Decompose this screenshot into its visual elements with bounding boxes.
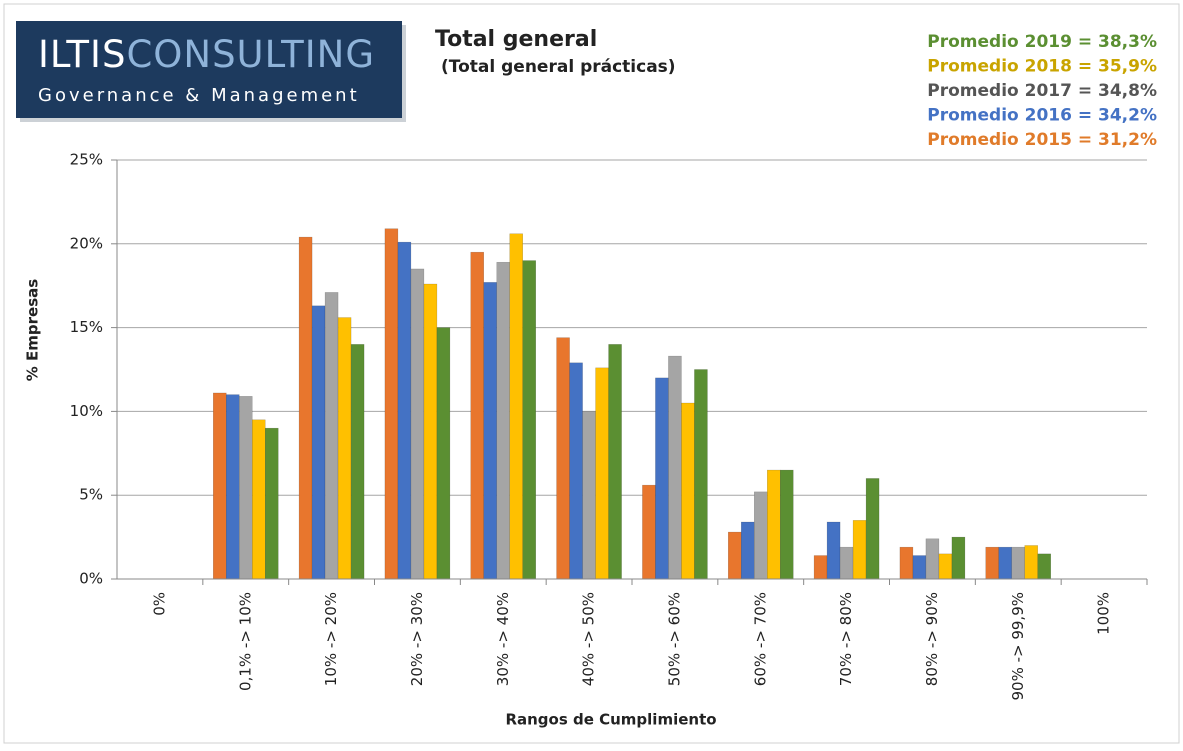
x-tick-label: 90% -> 99,9%: [1009, 592, 1027, 701]
legend-entry: Promedio 2015 = 31,2%: [927, 130, 1157, 150]
y-tick-label: 0%: [79, 570, 103, 588]
chart-title: Total general: [435, 27, 597, 52]
bar: [741, 521, 755, 580]
x-tick-label: 60% -> 70%: [751, 592, 769, 686]
bar: [767, 469, 781, 580]
bar: [337, 317, 352, 580]
bar: [839, 546, 854, 580]
y-tick-label: 20%: [70, 234, 103, 252]
x-axis-label: Rangos de Cumplimiento: [505, 711, 716, 729]
bar: [350, 344, 365, 580]
x-tick-label: 20% -> 30%: [408, 592, 426, 686]
bar: [998, 546, 1012, 580]
bar: [213, 392, 227, 580]
frame: [3, 3, 1180, 744]
logo-tagline: Governance & Management: [38, 85, 360, 106]
bar: [925, 538, 940, 580]
y-tick-label: 10%: [70, 402, 103, 420]
legend-entry: Promedio 2017 = 34,8%: [927, 81, 1157, 101]
bar: [1037, 553, 1051, 580]
logo-brand-a: ILTIS: [38, 33, 126, 76]
bar: [595, 367, 609, 580]
x-tick-label: 0%: [150, 592, 168, 616]
legend-entry: Promedio 2016 = 34,2%: [927, 106, 1157, 126]
y-tick-label: 5%: [79, 486, 103, 504]
x-tick-label: 70% -> 80%: [837, 592, 855, 686]
x-tick-label: 80% -> 90%: [923, 592, 941, 686]
bar: [311, 305, 326, 580]
bar: [384, 228, 399, 580]
bar: [780, 469, 794, 580]
bar: [470, 251, 484, 580]
legend-entry: Promedio 2018 = 35,9%: [927, 57, 1157, 77]
bar: [1011, 546, 1025, 580]
bar: [496, 261, 510, 580]
x-tick-label: 10% -> 20%: [322, 592, 340, 686]
bar: [569, 362, 583, 580]
bar: [265, 427, 279, 580]
y-axis-label: % Empresas: [24, 279, 42, 381]
y-tick-label: 15%: [70, 318, 103, 336]
bar: [436, 327, 451, 580]
bar: [985, 546, 999, 580]
bar: [239, 396, 253, 580]
bar: [728, 531, 742, 580]
y-tick-label: 25%: [70, 151, 103, 169]
x-tick-label: 40% -> 50%: [580, 592, 598, 686]
bar: [556, 337, 570, 580]
bar: [865, 478, 880, 580]
bar: [298, 236, 313, 580]
bar: [423, 283, 438, 580]
logo-box: [16, 21, 402, 118]
bar: [655, 377, 669, 580]
x-tick-label: 0,1% -> 10%: [236, 592, 254, 691]
bar: [324, 292, 339, 580]
bar: [852, 520, 867, 580]
bar: [813, 555, 828, 580]
bar: [509, 233, 523, 580]
bar: [582, 411, 596, 580]
bar: [410, 268, 425, 580]
bar: [226, 394, 240, 580]
bar: [668, 355, 682, 580]
logo-brand-b: CONSULTING: [126, 33, 375, 76]
bar: [912, 555, 927, 580]
x-tick-label: 100%: [1095, 592, 1113, 635]
logo-brand: ILTISCONSULTING: [38, 33, 375, 76]
bar: [483, 282, 497, 580]
chart-subtitle: (Total general prácticas): [441, 57, 676, 77]
bar: [899, 546, 914, 580]
bar: [938, 553, 953, 580]
bar: [522, 260, 536, 580]
x-tick-label: 50% -> 60%: [665, 592, 683, 686]
bar: [694, 369, 708, 580]
bar: [754, 491, 768, 580]
bar: [826, 521, 841, 580]
bar: [951, 536, 966, 580]
x-tick-label: 30% -> 40%: [494, 592, 512, 686]
bar: [252, 419, 266, 580]
bar: [397, 241, 412, 580]
bar: [608, 344, 622, 580]
legend-entry: Promedio 2019 = 38,3%: [927, 32, 1157, 52]
bar: [642, 484, 656, 580]
bar: [681, 402, 695, 580]
bar: [1024, 545, 1038, 580]
